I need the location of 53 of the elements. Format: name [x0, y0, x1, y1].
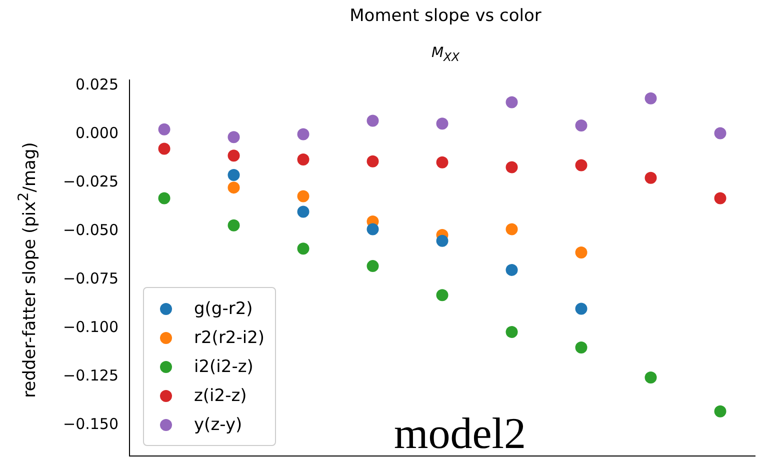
- point: [506, 223, 518, 236]
- point: [644, 372, 657, 384]
- y-tick-label: −0.150: [62, 414, 119, 433]
- point: [158, 142, 170, 155]
- point: [366, 223, 379, 236]
- point: [436, 118, 448, 130]
- point: [436, 289, 448, 302]
- point: [297, 242, 310, 255]
- point: [575, 120, 588, 132]
- point: [297, 128, 310, 140]
- point: [575, 341, 588, 354]
- legend-label: r2(r2-i2): [194, 328, 265, 348]
- point: [575, 159, 588, 172]
- point: [575, 246, 588, 258]
- y-tick-label: −0.050: [62, 221, 119, 240]
- point: [436, 156, 448, 168]
- y-tick-label: 0.000: [76, 124, 119, 142]
- chart-subtitle: M$_{XX}$: [430, 45, 461, 64]
- point: [158, 192, 170, 204]
- y-tick-label: 0.025: [76, 76, 119, 94]
- point: [366, 155, 379, 168]
- point: [644, 92, 657, 104]
- point: [714, 127, 726, 140]
- point: [506, 161, 518, 174]
- legend-label: z(i2-z): [194, 386, 247, 406]
- chart-title: Moment slope vs color: [348, 6, 542, 26]
- point: [644, 172, 657, 184]
- point: [228, 182, 240, 194]
- annotation: model2: [393, 408, 527, 459]
- point: [228, 168, 240, 181]
- point: [506, 264, 518, 276]
- point: [228, 131, 240, 144]
- point: [228, 150, 240, 162]
- point: [297, 153, 310, 166]
- point: [228, 219, 240, 232]
- point: [158, 123, 170, 136]
- y-tick-label: −0.025: [62, 172, 119, 191]
- point: [506, 96, 518, 108]
- y-tick-label: −0.100: [62, 318, 119, 336]
- point: [714, 405, 726, 418]
- legend-label: y(z-y): [194, 414, 242, 434]
- point: [575, 302, 588, 315]
- point: [366, 114, 379, 127]
- y-tick-label: −0.075: [62, 270, 119, 288]
- point: [506, 326, 518, 338]
- y-tick-label: −0.125: [62, 366, 119, 384]
- legend-label: g(g-r2): [194, 298, 253, 318]
- point: [297, 206, 310, 218]
- point: [436, 234, 448, 247]
- point: [297, 190, 310, 202]
- point: [714, 192, 726, 204]
- point: [366, 260, 379, 272]
- legend-label: i2(i2-z): [194, 356, 254, 376]
